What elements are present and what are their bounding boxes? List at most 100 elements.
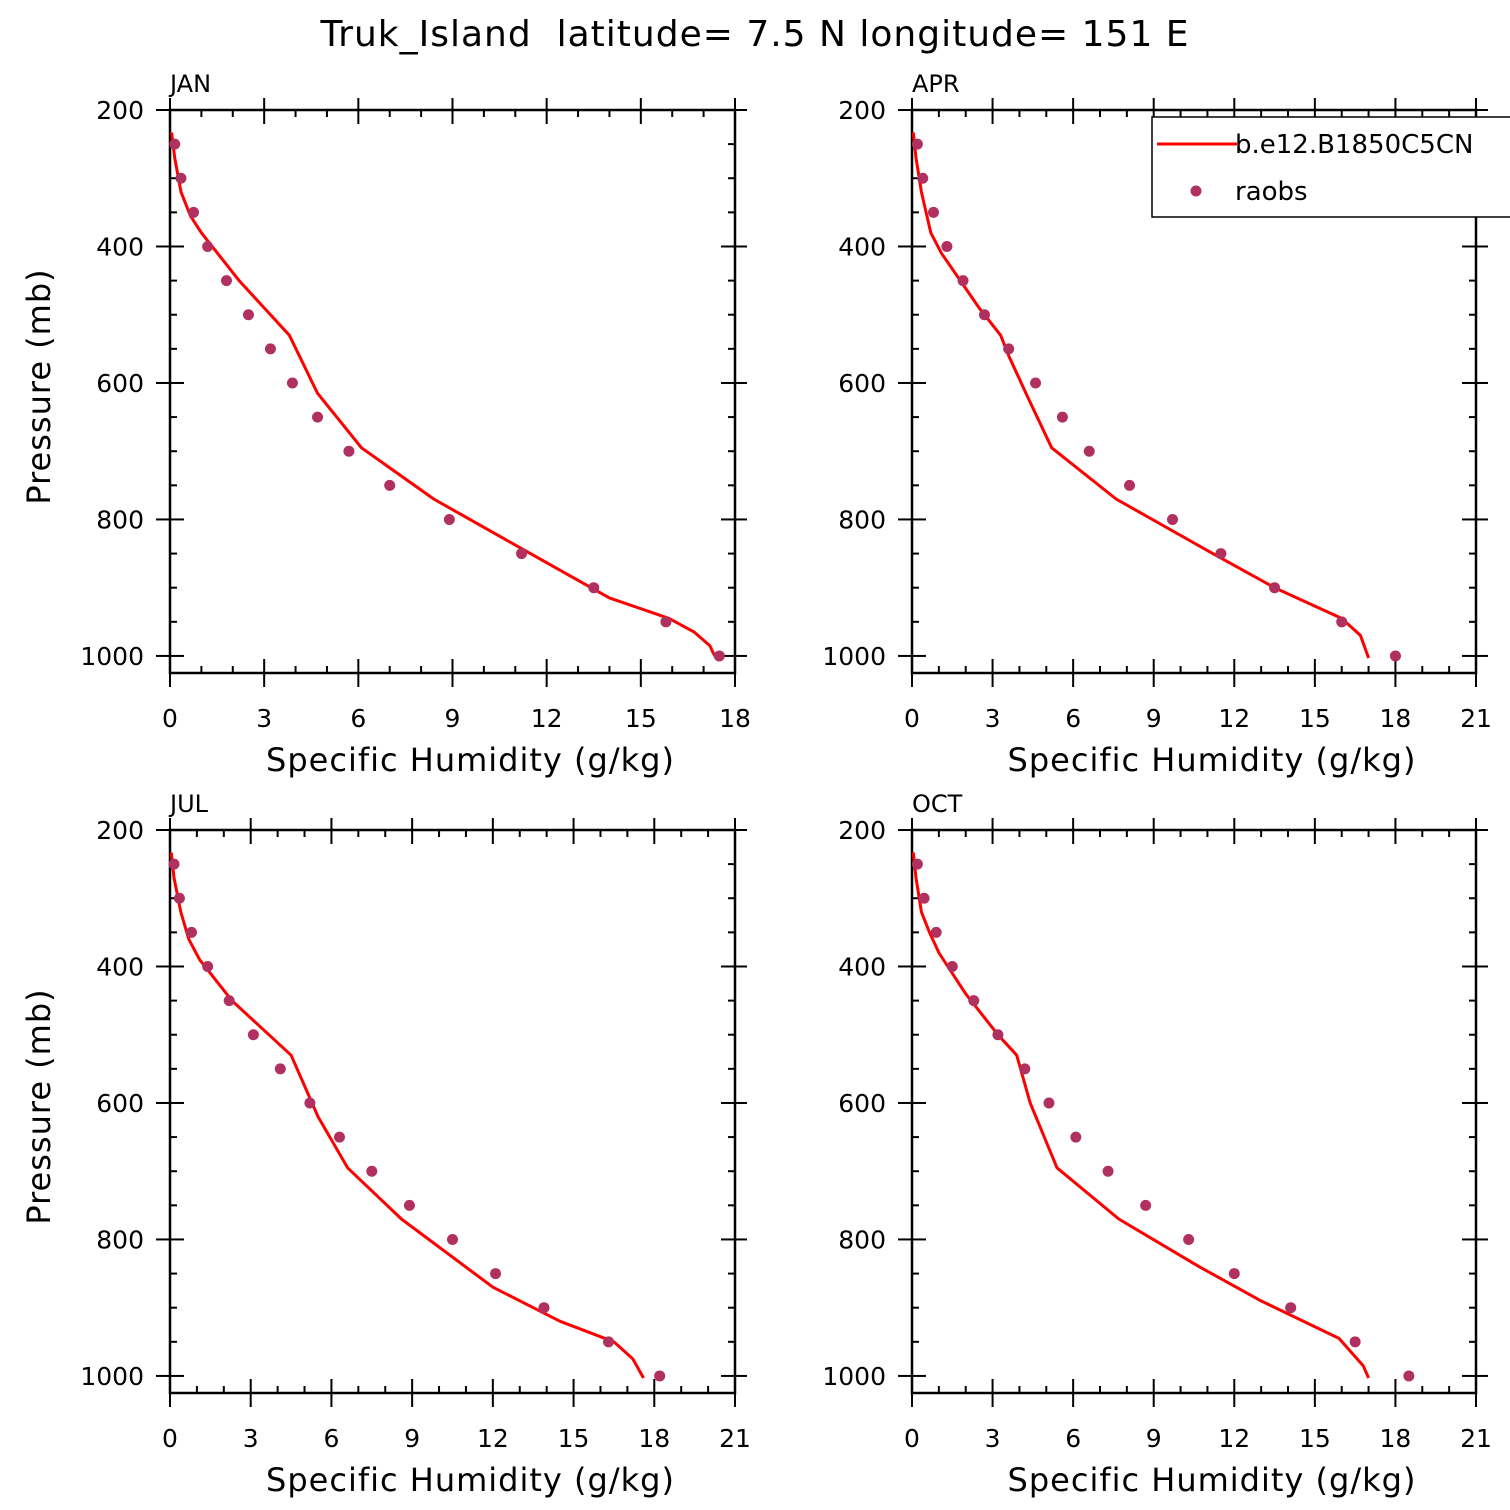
obs-point	[1140, 1199, 1152, 1211]
obs-point	[1102, 1165, 1114, 1177]
x-tick-label: 12	[1218, 704, 1250, 733]
obs-point	[447, 1233, 458, 1245]
obs-point	[1228, 1268, 1240, 1280]
x-axis-title: Specific Humidity (g/kg)	[266, 741, 675, 779]
obs-point	[312, 411, 324, 423]
obs-point	[274, 1063, 286, 1075]
series-line-model	[170, 132, 718, 659]
legend-model-label: b.e12.B1850C5CN	[1235, 130, 1473, 160]
y-tick-label: 400	[96, 232, 144, 261]
y-tick-label: 200	[838, 96, 886, 125]
obs-point	[202, 960, 214, 972]
y-tick-label: 600	[838, 1089, 886, 1118]
obs-point	[927, 206, 939, 218]
x-tick-label: 18	[719, 704, 751, 733]
panel-jan: 0 3 6 9 12 15 18 200 400 600 800 1000 JAN Specific Hu…	[20, 70, 751, 779]
x-tick-label: 15	[625, 704, 657, 733]
obs-point	[941, 240, 953, 252]
obs-point	[1269, 582, 1281, 594]
legend-box	[1151, 116, 1510, 218]
obs-point	[173, 892, 185, 904]
obs-point	[1070, 1131, 1082, 1143]
plot-frame	[910, 108, 1478, 675]
obs-point	[911, 858, 923, 870]
y-tick-label: 800	[838, 1225, 886, 1254]
x-tick-label: 9	[445, 704, 461, 733]
x-tick-label: 15	[1299, 704, 1331, 733]
obs-point	[443, 513, 455, 525]
x-tick-label: 6	[1065, 1424, 1081, 1453]
x-tick-label: 3	[243, 1424, 259, 1453]
x-tick-label: 6	[323, 1424, 339, 1453]
x-tick-label: 9	[1146, 704, 1162, 733]
obs-point	[186, 926, 198, 938]
y-tick-label: 1000	[822, 642, 886, 671]
x-tick-label: 18	[1380, 1424, 1412, 1453]
obs-point	[221, 275, 232, 287]
x-tick-label: 9	[404, 1424, 420, 1453]
obs-point	[1124, 479, 1136, 491]
obs-point	[660, 616, 672, 628]
x-tick-label: 21	[1460, 1424, 1492, 1453]
y-tick-label: 1000	[822, 1362, 886, 1391]
obs-point	[343, 445, 355, 457]
obs-point	[911, 138, 923, 150]
y-tick-label: 200	[96, 816, 144, 845]
panel-label: JAN	[168, 70, 211, 98]
y-tick-label: 800	[838, 505, 886, 534]
obs-point	[168, 858, 180, 870]
obs-point	[1349, 1336, 1361, 1348]
y-tick-label: 600	[96, 1089, 144, 1118]
obs-point	[1167, 513, 1179, 525]
y-tick-label: 600	[838, 369, 886, 398]
obs-point	[334, 1131, 345, 1143]
obs-point	[202, 240, 214, 252]
panels-container: 0 3 6 9 12 15 18 200 400 600 800 1000 JAN Specific Hu…	[20, 70, 1510, 1499]
plot-frame	[168, 108, 737, 675]
y-axis-title: Pressure (mb)	[20, 268, 58, 504]
x-tick-label: 12	[531, 704, 563, 733]
obs-point	[979, 309, 991, 321]
x-tick-label: 12	[1218, 1424, 1250, 1453]
plot-frame	[910, 828, 1478, 1395]
x-tick-label: 6	[350, 704, 366, 733]
x-tick-label: 0	[904, 704, 920, 733]
x-tick-label: 18	[1380, 704, 1412, 733]
x-tick-label: 0	[904, 1424, 920, 1453]
obs-point	[242, 309, 254, 321]
obs-point	[917, 172, 929, 184]
x-tick-label: 21	[1460, 704, 1492, 733]
obs-point	[188, 206, 200, 218]
obs-point	[384, 479, 396, 491]
obs-point	[1003, 343, 1015, 355]
series-line-model	[169, 852, 645, 1379]
panel-label: OCT	[912, 790, 963, 818]
x-tick-label: 15	[1299, 1424, 1331, 1453]
obs-point	[516, 548, 528, 560]
panel-apr: 0 3 6 9 12 15 18 21 200 400 600 800 1000 APR Specific …	[822, 70, 1492, 779]
y-tick-label: 400	[838, 232, 886, 261]
y-tick-label: 1000	[80, 642, 144, 671]
panel-label: APR	[912, 70, 960, 98]
y-axis-title: Pressure (mb)	[20, 988, 58, 1224]
y-tick-label: 800	[96, 1225, 144, 1254]
obs-point	[264, 343, 276, 355]
obs-point	[490, 1268, 502, 1280]
y-tick-label: 200	[96, 96, 144, 125]
panel-oct: 0 3 6 9 12 15 18 21 200 400 600 800 1000 OCT Specific …	[822, 790, 1492, 1499]
x-tick-label: 6	[1065, 704, 1081, 733]
obs-point	[957, 275, 969, 287]
obs-point	[946, 960, 958, 972]
series-line-model	[911, 852, 1370, 1379]
obs-point	[403, 1199, 415, 1211]
obs-point	[1285, 1302, 1297, 1314]
obs-point	[713, 650, 725, 662]
x-tick-label: 18	[638, 1424, 670, 1453]
main-title: Truk_Island latitude= 7.5 N longitude= 1…	[319, 14, 1189, 55]
x-axis-title: Specific Humidity (g/kg)	[1008, 1461, 1417, 1499]
legend-obs-label: raobs	[1235, 177, 1308, 207]
obs-point	[538, 1302, 550, 1314]
plot-frame	[168, 828, 737, 1395]
obs-point	[366, 1165, 378, 1177]
